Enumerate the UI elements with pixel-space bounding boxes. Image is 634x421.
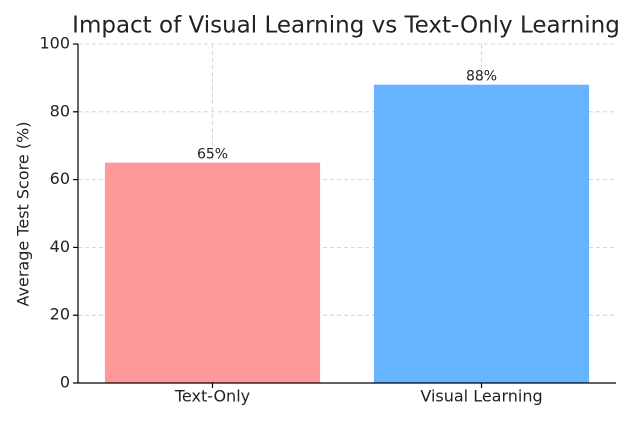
x-tick-label: Visual Learning <box>420 387 542 406</box>
chart-title: Impact of Visual Learning vs Text-Only L… <box>72 13 620 39</box>
y-tick-label: 80 <box>50 101 70 120</box>
y-tick-label: 100 <box>39 34 70 53</box>
x-tick-label: Text-Only <box>174 387 250 406</box>
value-label: 65% <box>197 147 228 163</box>
bar <box>373 84 590 384</box>
bar <box>104 162 321 383</box>
y-tick-label: 40 <box>50 237 70 256</box>
y-tick-label: 20 <box>50 305 70 324</box>
y-tick-label: 60 <box>50 169 70 188</box>
y-axis-label: Average Test Score (%) <box>14 122 33 307</box>
value-label: 88% <box>466 69 497 85</box>
y-tick-label: 0 <box>60 373 70 392</box>
